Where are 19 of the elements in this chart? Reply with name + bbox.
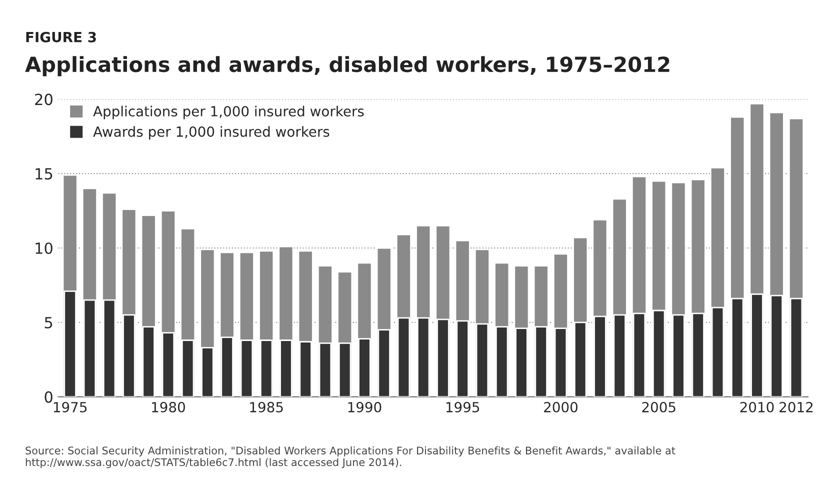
chart-subtitle: FIGURE 3 xyxy=(26,32,96,42)
legend-label: Awards per 1,000 insured workers xyxy=(93,126,330,140)
x-tick-label: 2000 xyxy=(544,402,578,412)
x-tick-label: 1975 xyxy=(54,402,87,412)
x-tick-label: 1995 xyxy=(446,402,480,412)
y-tick-label: 0 xyxy=(44,391,52,403)
y-tick-label: 5 xyxy=(44,317,52,328)
x-tick-label: 1990 xyxy=(348,402,382,412)
y-tick-label: 15 xyxy=(36,168,52,180)
legend-label: Applications per 1,000 insured workers xyxy=(93,106,364,120)
x-tick-label: 2012 xyxy=(780,402,813,412)
source-note: Source: Social Security Administration, "Disabled Workers Applications For Disability Benefits & Benefit Awards," available at http://www.ssa.gov/oact/STATS/table6c7.html (last accessed June 2014). xyxy=(26,446,676,468)
x-tick-label: 1985 xyxy=(250,402,283,412)
chart-title: Applications and awards, disabled workers, 1975–2012 xyxy=(25,56,670,76)
y-tick-label: 10 xyxy=(36,242,52,254)
y-tick-label: 20 xyxy=(35,94,52,106)
x-tick-label: 1980 xyxy=(152,402,185,412)
x-tick-label: 2005 xyxy=(642,402,676,412)
x-tick-label: 2010 xyxy=(740,402,774,412)
